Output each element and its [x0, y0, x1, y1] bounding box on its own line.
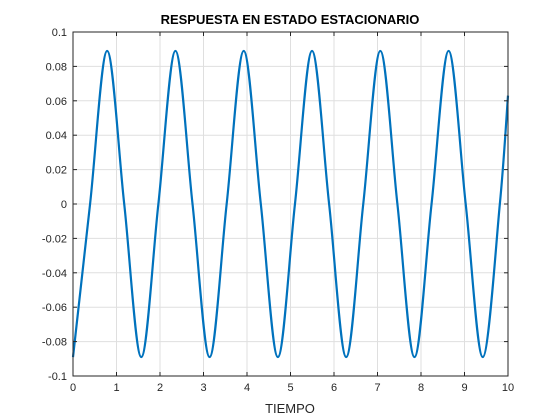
x-tick-label: 8	[418, 382, 424, 394]
y-tick-label: -0.08	[42, 337, 67, 349]
y-tick-label: 0.08	[46, 61, 67, 73]
series-group	[71, 49, 510, 359]
y-tick-label: -0.1	[48, 371, 67, 383]
y-tick-label: 0.02	[46, 165, 67, 177]
x-tick-label: 6	[331, 382, 337, 394]
x-tick-label: 2	[157, 382, 163, 394]
x-tick-label: 1	[113, 382, 119, 394]
ticks: 0 1 2 3 4 5 6 7 8 9 10 -0.1 -0.08 -0.06 -0.04 -0.02 0 0.0…	[42, 27, 514, 394]
x-tick-label: 10	[502, 382, 514, 394]
x-tick-label: 9	[461, 382, 467, 394]
x-tick-label: 7	[374, 382, 380, 394]
y-tick-label: 0.06	[46, 96, 67, 108]
y-tick-label: 0	[61, 199, 67, 211]
x-tick-label: 0	[70, 382, 76, 394]
y-tick-label: -0.04	[42, 268, 67, 280]
x-tick-label: 5	[287, 382, 293, 394]
x-axis-label: TIEMPO	[265, 401, 315, 416]
y-tick-label: 0.1	[52, 27, 67, 39]
y-tick-label: -0.02	[42, 233, 67, 245]
y-tick-label: 0.04	[46, 130, 67, 142]
chart-title: RESPUESTA EN ESTADO ESTACIONARIO	[161, 12, 420, 27]
series-line	[71, 49, 510, 359]
x-tick-label: 3	[200, 382, 206, 394]
y-tick-label: -0.06	[42, 302, 67, 314]
x-tick-label: 4	[244, 382, 250, 394]
